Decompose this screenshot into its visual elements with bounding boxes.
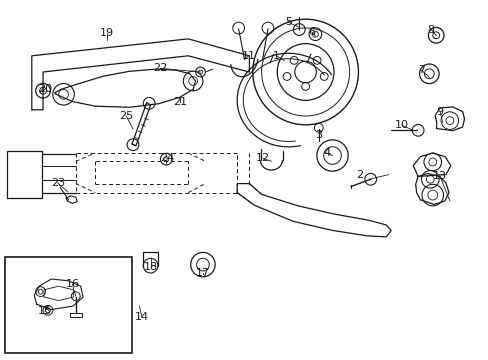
Text: 17: 17 [196, 268, 209, 278]
Text: 5: 5 [285, 17, 291, 27]
Text: 2: 2 [355, 170, 362, 180]
Text: 12: 12 [256, 153, 269, 163]
Text: 6: 6 [308, 27, 315, 37]
Text: 9: 9 [436, 107, 443, 117]
Text: 8: 8 [427, 24, 434, 35]
Text: 10: 10 [394, 120, 408, 130]
Text: 19: 19 [100, 28, 113, 38]
Text: 1: 1 [272, 51, 279, 61]
Text: 16: 16 [65, 279, 79, 289]
Text: 15: 15 [38, 306, 52, 316]
Text: 7: 7 [417, 65, 424, 75]
Text: 23: 23 [51, 178, 64, 188]
Text: 22: 22 [153, 63, 167, 73]
Text: 21: 21 [173, 96, 186, 107]
Text: 3: 3 [315, 130, 322, 140]
Text: 13: 13 [432, 171, 446, 181]
Text: 4: 4 [323, 148, 329, 158]
Bar [5, 257, 132, 353]
Text: 25: 25 [119, 111, 133, 121]
Text: 20: 20 [38, 84, 52, 94]
Text: 14: 14 [135, 312, 148, 322]
Text: 24: 24 [160, 153, 174, 163]
Text: 11: 11 [241, 51, 255, 61]
Text: 18: 18 [143, 262, 157, 272]
